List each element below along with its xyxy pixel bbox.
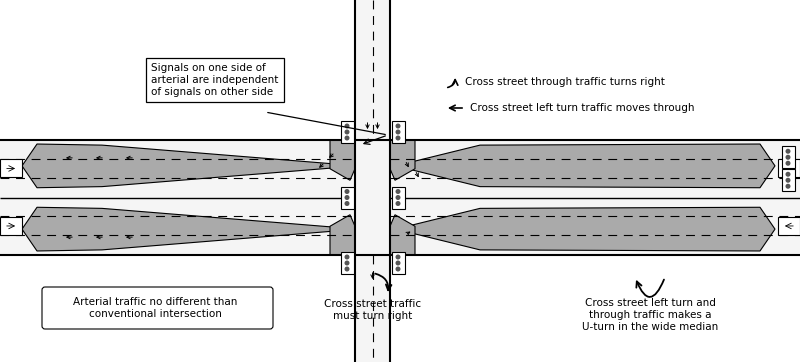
Circle shape [395,261,401,265]
Circle shape [395,201,401,206]
Bar [0,160,22,177]
Circle shape [345,130,350,135]
Bar [391,252,405,274]
Text: Signals on one side of
arterial are independent
of signals on other side: Signals on one side of arterial are inde… [151,63,278,97]
Bar [341,186,354,209]
Circle shape [345,195,350,200]
Text: Cross street left turn and
through traffic makes a
U-turn in the wide median: Cross street left turn and through traff… [582,298,718,332]
Polygon shape [330,140,355,180]
Text: Cross street left turn traffic moves through: Cross street left turn traffic moves thr… [470,103,694,113]
Circle shape [786,172,790,177]
Polygon shape [400,144,775,188]
Circle shape [345,266,350,272]
Bar [782,169,794,191]
Circle shape [345,254,350,260]
Circle shape [786,161,790,166]
Circle shape [395,130,401,135]
Bar [778,160,800,177]
Bar [778,217,800,235]
Bar [782,146,794,168]
Circle shape [786,178,790,183]
Circle shape [345,189,350,194]
Circle shape [395,123,401,129]
Circle shape [345,261,350,265]
Circle shape [786,149,790,154]
Circle shape [345,201,350,206]
Circle shape [395,135,401,140]
Circle shape [786,155,790,160]
Text: Cross street through traffic turns right: Cross street through traffic turns right [465,77,665,87]
Polygon shape [330,215,355,255]
Text: Cross street traffic
must turn right: Cross street traffic must turn right [324,299,421,321]
Polygon shape [390,140,415,180]
Polygon shape [22,144,345,188]
Circle shape [345,123,350,129]
Polygon shape [22,207,345,251]
Polygon shape [390,215,415,255]
Circle shape [786,184,790,189]
Bar [391,186,405,209]
Circle shape [395,189,401,194]
Polygon shape [400,207,775,251]
Circle shape [395,195,401,200]
Polygon shape [355,0,390,362]
Bar [341,252,354,274]
Polygon shape [0,140,800,255]
Bar [341,121,354,143]
Bar [0,217,22,235]
Bar [391,121,405,143]
Text: Arterial traffic no different than
conventional intersection: Arterial traffic no different than conve… [73,297,237,319]
Circle shape [395,254,401,260]
Circle shape [345,135,350,140]
Circle shape [395,266,401,272]
